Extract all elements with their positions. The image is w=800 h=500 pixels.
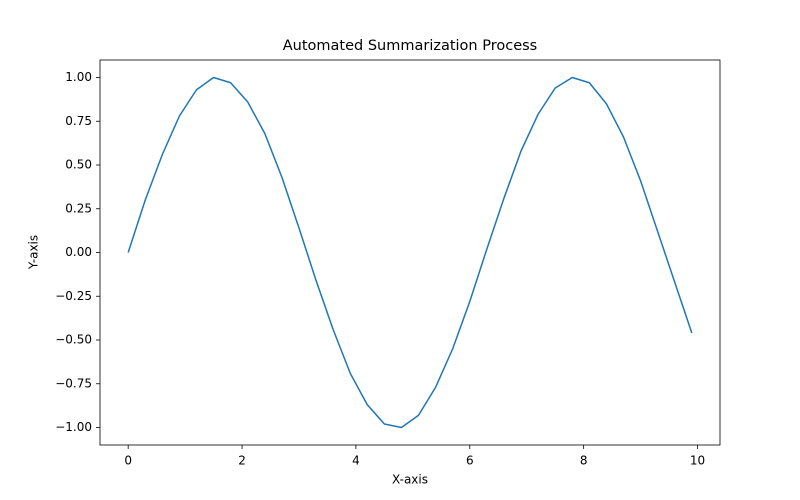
y-tick-label: 0.00 bbox=[65, 245, 92, 259]
y-tick-label: 1.00 bbox=[65, 70, 92, 84]
y-tick-label: −0.75 bbox=[55, 376, 92, 390]
x-tick-label: 2 bbox=[238, 454, 246, 468]
y-axis-label: Y-axis bbox=[27, 235, 41, 270]
x-axis-label: X-axis bbox=[392, 473, 428, 487]
axes-frame bbox=[99, 59, 721, 446]
x-tick-label: 0 bbox=[124, 454, 132, 468]
data-line bbox=[127, 76, 693, 429]
x-tick-label: 4 bbox=[352, 454, 360, 468]
chart-title: Automated Summarization Process bbox=[283, 38, 538, 54]
y-tick-label: 0.75 bbox=[65, 114, 92, 128]
y-tick-label: −0.50 bbox=[55, 333, 92, 347]
y-tick-label: −0.25 bbox=[55, 289, 92, 303]
y-tick-label: −1.00 bbox=[55, 420, 92, 434]
x-tick-label: 10 bbox=[690, 454, 705, 468]
y-tick-label: 0.50 bbox=[65, 158, 92, 172]
x-tick-label: 8 bbox=[580, 454, 588, 468]
y-tick-label: 0.25 bbox=[65, 201, 92, 215]
x-tick-label: 6 bbox=[466, 454, 474, 468]
